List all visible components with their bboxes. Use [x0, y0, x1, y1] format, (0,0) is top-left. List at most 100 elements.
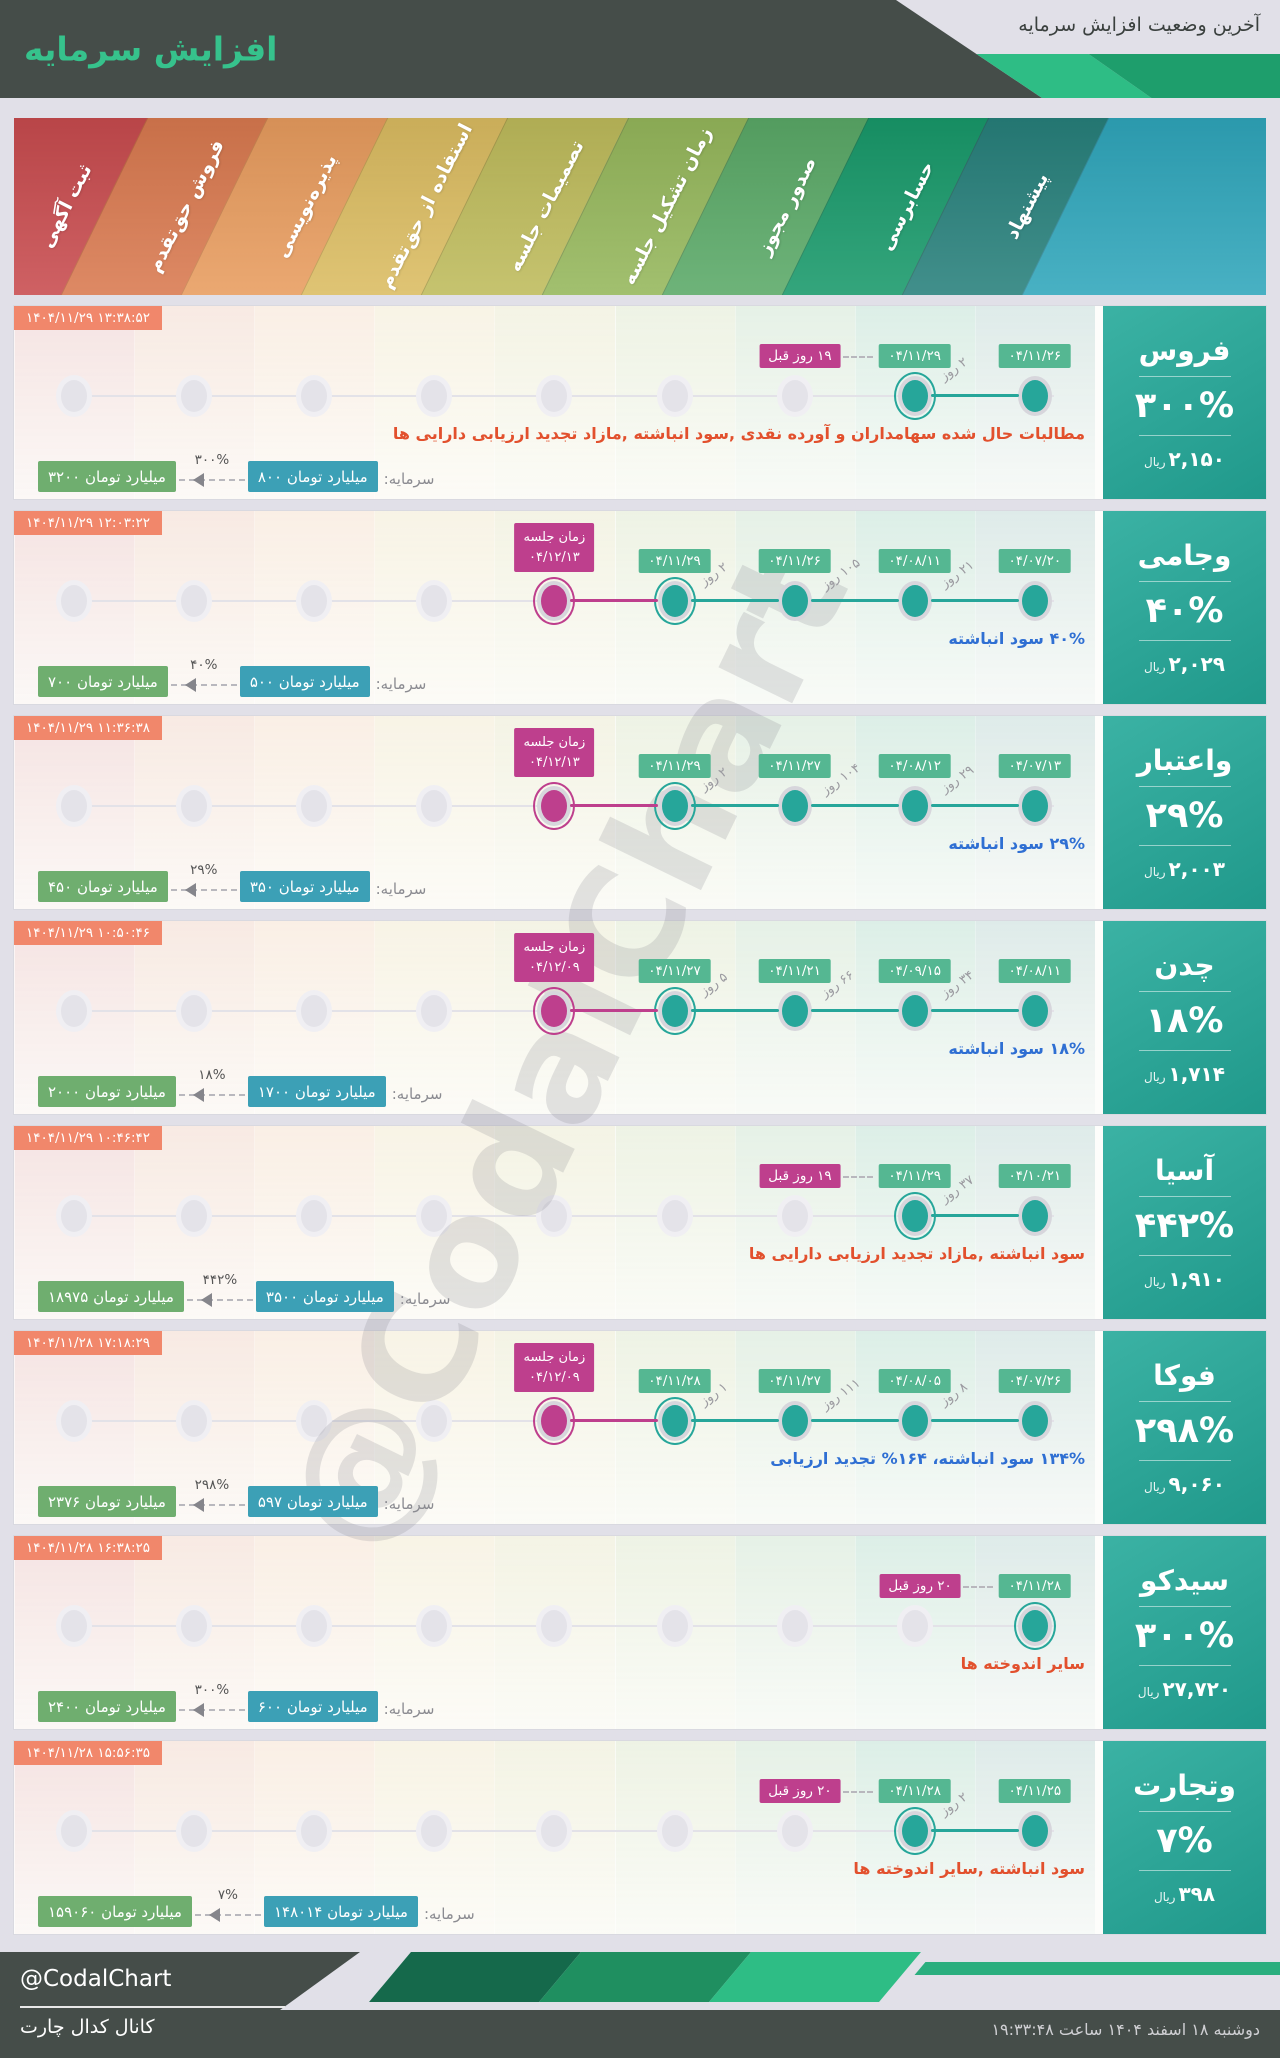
increase-percent-label: ۴۴۲% — [202, 1272, 238, 1288]
capital-change-line: ۳۲۰۰ میلیارد تومان ۳۰۰% ۸۰۰ میلیارد توما… — [38, 452, 434, 492]
new-capital-badge: ۱۵۹۰۶۰ میلیارد تومان — [38, 1896, 192, 1927]
price-value: ۲,۱۵۰ — [1168, 447, 1225, 471]
capital-change-line: ۲۰۰۰ میلیارد تومان ۱۸% ۱۷۰۰ میلیارد توما… — [38, 1067, 442, 1107]
capital-label: سرمایه: — [383, 1700, 435, 1718]
stage-dot — [901, 585, 928, 617]
price-unit: ریال — [1144, 660, 1166, 674]
timeline-segment — [690, 1419, 779, 1422]
new-capital-badge: ۲۴۰۰ میلیارد تومان — [38, 1691, 176, 1722]
stage-dot — [781, 995, 808, 1027]
price-value: ۳۹۸ — [1178, 1882, 1216, 1906]
increase-arrow: ۱۸% — [178, 1067, 245, 1107]
increase-arrow: ۲۹۸% — [178, 1477, 245, 1517]
card-divider — [1138, 1401, 1231, 1402]
timeline-segment — [930, 1214, 1019, 1217]
card-divider — [1138, 1196, 1231, 1197]
new-capital-badge: ۲۳۷۶ میلیارد تومان — [38, 1486, 176, 1517]
stage-date-badge: ۰۴/۰۹/۱۵ — [878, 959, 951, 983]
new-capital-badge: ۷۰۰ میلیارد تومان — [38, 666, 168, 697]
placeholder-dot — [61, 1200, 87, 1232]
days-ago-badge: ۱۹ روز قبل — [759, 1164, 841, 1188]
company-row: ۰۴/۱۱/۲۸ ۲۰ روز قبل ۱۴۰۴/۱۱/۲۸ ۱۶:۳۸:۲۵ س… — [14, 1536, 1266, 1729]
footer-decoration — [280, 1952, 1280, 2010]
stage-dot — [781, 790, 808, 822]
arrow-dash-line — [178, 1504, 245, 1506]
timeline-segment — [930, 599, 1019, 602]
footer-divider — [20, 2006, 285, 2008]
placeholder-dot — [541, 1610, 568, 1642]
meeting-date-badge: زمان جلسه ۰۴/۱۲/۱۳ — [514, 523, 595, 572]
capital-source-description: مطالبات حال شده سهامداران و آورده نقدی ,… — [392, 424, 1085, 443]
company-symbol: چدن — [1154, 949, 1215, 982]
placeholder-dot — [181, 995, 208, 1027]
timeline-segment — [810, 599, 899, 602]
arrow-dash-line — [186, 1299, 253, 1301]
stage-date-badge: ۰۴/۰۸/۱۱ — [878, 549, 951, 573]
placeholder-dot — [901, 1610, 928, 1642]
increase-percent-label: ۷% — [217, 1887, 239, 1903]
capital-source-description: سود انباشته ,سایر اندوخته ها — [853, 1859, 1085, 1878]
generated-datetime: دوشنبه ۱۸ اسفند ۱۴۰۴ ساعت ۱۹:۳۳:۴۸ — [991, 2020, 1260, 2039]
stage-dot — [1021, 1815, 1048, 1847]
capital-source-description: ۴۰% سود انباشته — [948, 629, 1085, 648]
increase-arrow: ۲۹% — [170, 862, 237, 902]
timeline-segment — [810, 1009, 899, 1012]
stage-date-badge: ۰۴/۱۱/۲۹ — [878, 1164, 951, 1188]
placeholder-dot — [661, 380, 688, 412]
placeholder-dot — [301, 1405, 328, 1437]
stage-dot — [653, 1397, 696, 1445]
capital-label: سرمایه: — [375, 675, 427, 693]
company-increase-percent: ۱۸% — [1145, 1001, 1224, 1041]
placeholder-dot — [661, 1815, 688, 1847]
company-row: زمان جلسه ۰۴/۱۲/۰۹ ۰۴/۱۱/۲۸ ۰۴/۱۱/۲۷ ۰۴/۰۸/۰… — [14, 1331, 1266, 1524]
placeholder-dot — [781, 1610, 808, 1642]
price-value: ۱,۹۱۰ — [1168, 1267, 1225, 1291]
placeholder-dot — [181, 585, 208, 617]
placeholder-dot — [301, 995, 328, 1027]
company-increase-percent: ۲۹۸% — [1134, 1411, 1235, 1451]
increase-percent-label: ۳۰۰% — [194, 1682, 230, 1698]
stage-dot — [781, 1405, 808, 1437]
placeholder-dot — [301, 790, 328, 822]
price-unit: ریال — [1137, 1685, 1160, 1699]
placeholder-dot — [181, 1610, 208, 1642]
stage-date-badge: ۰۴/۱۱/۲۸ — [998, 1574, 1072, 1598]
new-capital-badge: ۲۰۰۰ میلیارد تومان — [38, 1076, 176, 1107]
company-symbol: فوکا — [1153, 1359, 1216, 1392]
meeting-segment — [570, 804, 659, 807]
company-price: ۲۷,۷۲۰ریال — [1138, 1677, 1231, 1701]
days-ago-badge: ۲۰ روز قبل — [759, 1779, 841, 1803]
capital-source-description: سود انباشته ,مازاد تجدید ارزیابی دارایی … — [748, 1244, 1085, 1263]
capital-change-line: ۲۳۷۶ میلیارد تومان ۲۹۸% ۵۹۷ میلیارد توما… — [38, 1477, 434, 1517]
increase-arrow: ۷% — [194, 1887, 261, 1927]
card-divider — [1138, 1606, 1231, 1607]
old-capital-badge: ۱۷۰۰ میلیارد تومان — [247, 1076, 386, 1107]
timeline-segment — [930, 804, 1019, 807]
stage-dot — [901, 1405, 928, 1437]
new-capital-badge: ۳۲۰۰ میلیارد تومان — [38, 461, 176, 492]
update-timestamp-badge: ۱۴۰۴/۱۱/۲۸ ۱۶:۳۸:۲۵ — [14, 1536, 162, 1560]
card-divider — [1138, 581, 1231, 582]
company-symbol: سیدکو — [1140, 1564, 1229, 1597]
price-unit: ریال — [1144, 1070, 1166, 1084]
timeline-segment — [930, 1419, 1019, 1422]
arrow-head-icon — [184, 678, 196, 692]
card-divider — [1138, 376, 1231, 377]
timeline-segment — [810, 1419, 899, 1422]
increase-arrow: ۴۰% — [170, 657, 237, 697]
placeholder-dot — [421, 1610, 448, 1642]
company-increase-percent: ۷% — [1156, 1821, 1213, 1861]
arrow-head-icon — [208, 1908, 220, 1922]
row-columns — [14, 1126, 1095, 1319]
days-ago-badge: ۱۹ روز قبل — [759, 344, 841, 368]
card-divider — [1138, 1460, 1231, 1461]
page-subtitle: آخرین وضعیت افزایش سرمایه — [1018, 14, 1260, 36]
company-symbol: وتجارت — [1133, 1769, 1236, 1802]
capital-change-line: ۱۸۹۷۵ میلیارد تومان ۴۴۲% ۳۵۰۰ میلیارد تو… — [38, 1272, 451, 1312]
timeline-segment — [930, 394, 1019, 397]
page-title: افزایش سرمایه — [24, 29, 278, 69]
meeting-dot — [533, 1397, 576, 1445]
stage-date-badge: ۰۴/۱۱/۲۶ — [758, 549, 831, 573]
card-divider — [1138, 435, 1231, 436]
stage-dot — [1021, 790, 1048, 822]
